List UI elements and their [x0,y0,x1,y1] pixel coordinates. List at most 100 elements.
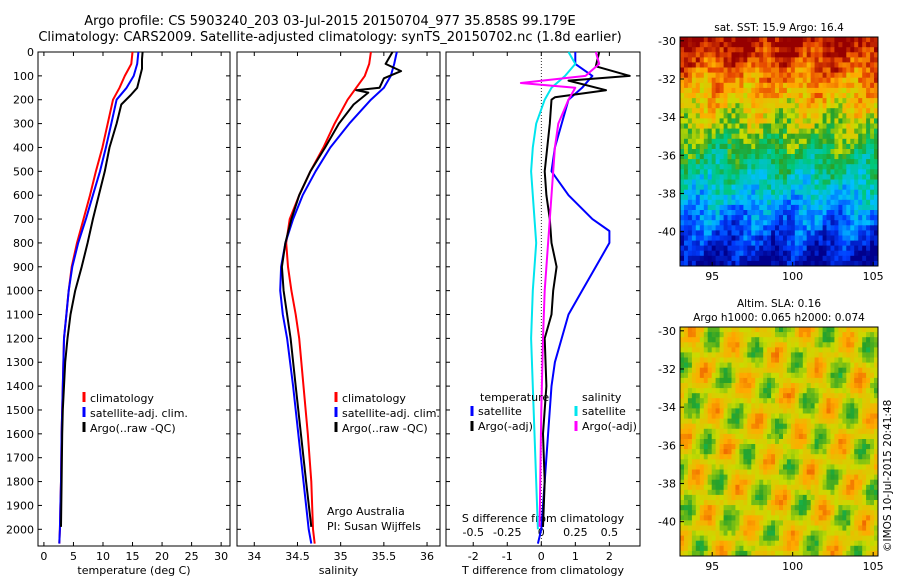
heatmap-cell [743,418,748,425]
heatmap-cell [735,337,740,343]
heatmap-cell [719,77,725,84]
heatmap-cell [814,77,820,84]
heatmap-cell [806,220,812,226]
heatmap-cell [830,138,835,145]
heatmap-cell [826,240,831,247]
heatmap-cell [854,260,859,267]
heatmap-cell [818,332,824,338]
heatmap-cell [695,220,701,226]
heatmap-cell [874,57,879,63]
heatmap-cell [735,377,740,384]
heatmap-cell [862,210,867,216]
heatmap-cell [735,52,740,58]
heatmap-cell [862,454,867,460]
heatmap-cell [814,469,820,476]
heatmap-cell [802,77,808,84]
heatmap-cell [687,423,693,430]
heatmap-cell [862,169,867,175]
heatmap-cell [739,505,744,511]
heatmap-cell [802,225,808,231]
heatmap-cell [735,143,740,150]
heatmap-cell [739,199,744,206]
heatmap-cell [783,174,788,180]
heatmap-cell [874,362,879,369]
heatmap-cell [747,525,752,532]
heatmap-cell [814,377,820,384]
heatmap-cell [779,220,784,226]
heatmap-cell [747,428,752,435]
heatmap-cell [759,332,764,338]
heatmap-cell [810,199,816,206]
heatmap-cell [763,484,768,491]
heatmap-cell [767,337,772,343]
heatmap-cell [786,128,792,135]
heatmap-cell [719,530,725,537]
heatmap-cell [842,72,847,79]
heatmap-cell [684,540,689,547]
heatmap-cell [759,352,764,358]
heatmap-cell [755,215,760,221]
y-tick-label: -36 [658,439,676,452]
heatmap-cell [818,520,824,526]
heatmap-cell [747,87,752,94]
heatmap-cell [707,469,713,476]
heatmap-cell [703,347,709,353]
heatmap-cell [866,377,871,384]
heatmap-cell [858,77,863,84]
heatmap-cell [719,352,725,358]
heatmap-cell [854,72,859,79]
heatmap-cell [743,459,748,465]
heatmap-cell [779,388,784,394]
heatmap-cell [862,174,867,180]
heatmap-cell [759,143,764,150]
heatmap-cell [858,535,863,542]
heatmap-cell [798,245,804,252]
heatmap-cell [783,469,788,476]
heatmap-cell [707,77,713,84]
heatmap-cell [798,362,804,369]
heatmap-cell [858,550,863,557]
heatmap-cell [759,372,764,379]
heatmap-cell [719,260,725,267]
heatmap-cell [798,204,804,211]
heatmap-cell [779,535,784,542]
heatmap-cell [794,403,800,409]
heatmap-cell [743,332,748,338]
heatmap-cell [755,169,760,175]
heatmap-cell [810,520,816,526]
heatmap-cell [735,194,740,201]
heatmap-cell [783,37,788,43]
heatmap-cell [810,342,816,348]
heatmap-cell [783,413,788,420]
heatmap-cell [759,540,764,547]
heatmap-cell [826,418,831,425]
heatmap-cell [751,505,756,511]
heatmap-cell [680,42,685,48]
heatmap-cell [759,550,764,557]
heatmap-cell [763,133,768,140]
heatmap-cell [735,540,740,547]
heatmap-cell [687,93,693,99]
heatmap-cell [794,474,800,481]
heatmap-cell [715,57,721,63]
heatmap-cell [874,98,879,104]
heatmap-cell [751,184,756,191]
heatmap-cell [822,123,828,130]
heatmap-cell [767,383,772,389]
heatmap-cell [719,98,725,104]
heatmap-cells [680,327,879,557]
heatmap-cell [862,179,867,186]
heatmap-cell [699,123,705,130]
heatmap-cell [723,418,729,425]
heatmap-cell [834,103,839,109]
heatmap-cell [755,133,760,140]
heatmap-cell [830,540,835,547]
heatmap-cell [699,42,705,48]
heatmap-cell [779,337,784,343]
heatmap-cell [874,215,879,221]
heatmap-cell [874,545,879,552]
heatmap-cell [751,174,756,180]
heatmap-cell [842,439,847,445]
heatmap-cell [739,449,744,455]
heatmap-cell [838,67,843,74]
